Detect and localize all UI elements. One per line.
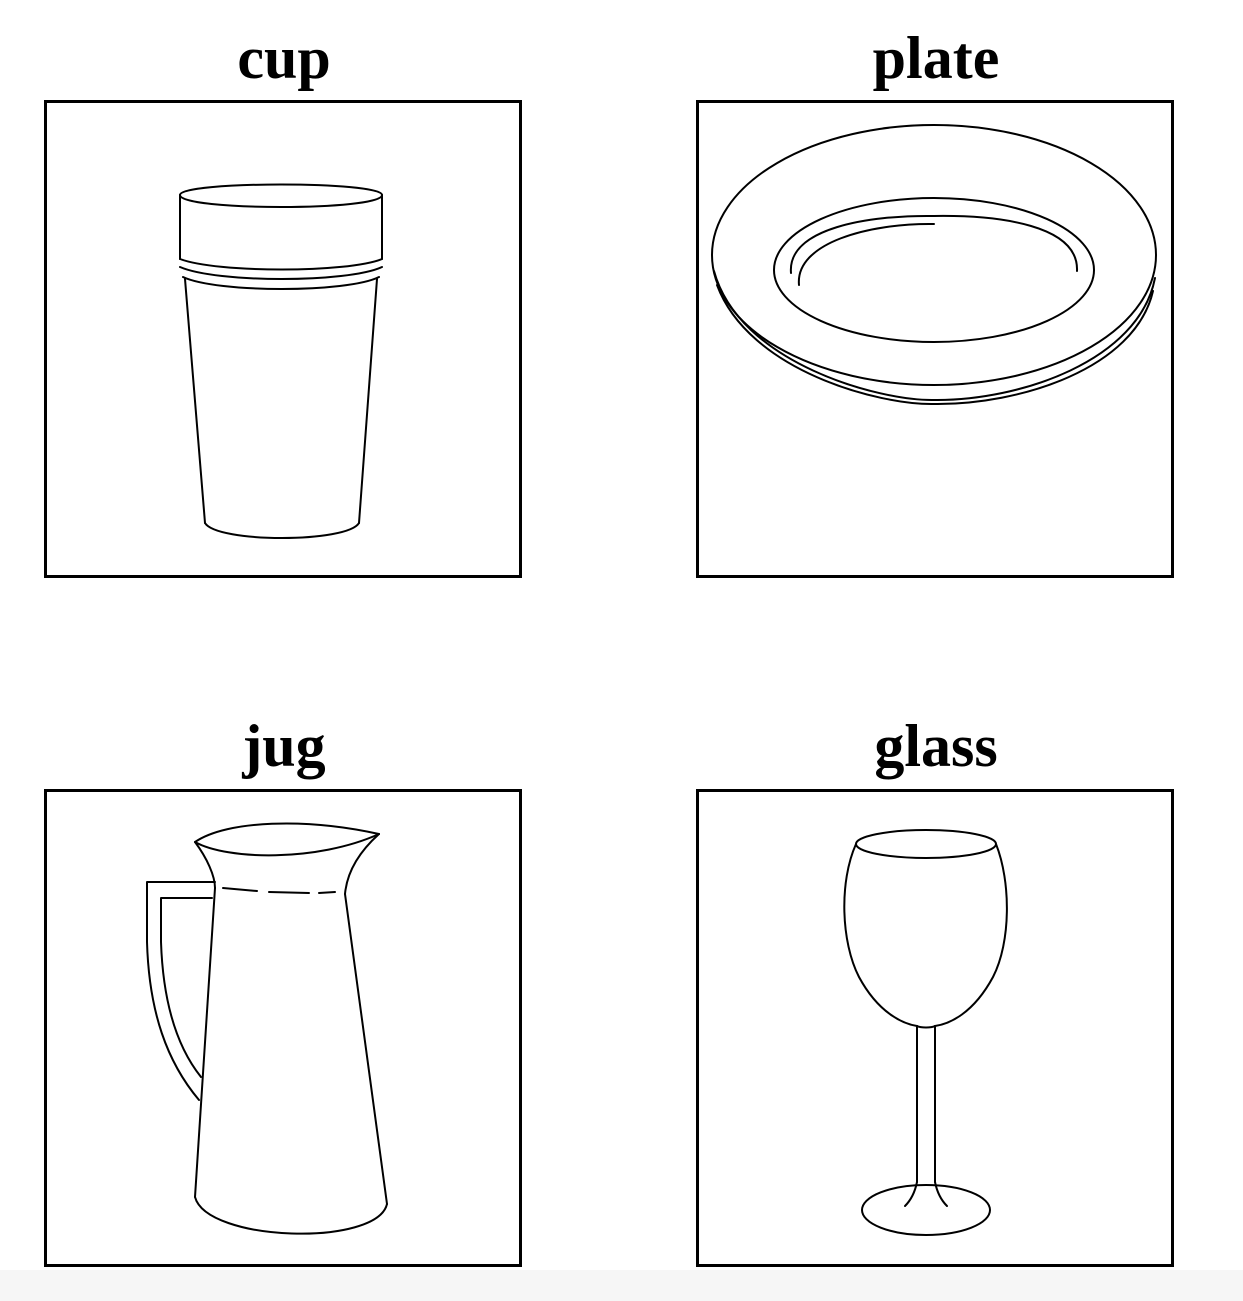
card-plate <box>696 100 1174 578</box>
wine-glass-icon <box>843 829 1008 1236</box>
jug-icon <box>146 822 388 1235</box>
card-jug <box>44 789 522 1267</box>
label-jug: jug <box>242 713 326 779</box>
label-glass: glass <box>874 713 998 779</box>
label-plate: plate <box>872 25 1000 91</box>
bottom-strip <box>0 1270 1243 1301</box>
cup-icon <box>179 183 383 539</box>
label-cup: cup <box>237 25 331 91</box>
plate-icon <box>711 124 1157 406</box>
card-glass <box>696 789 1174 1267</box>
card-cup <box>44 100 522 578</box>
